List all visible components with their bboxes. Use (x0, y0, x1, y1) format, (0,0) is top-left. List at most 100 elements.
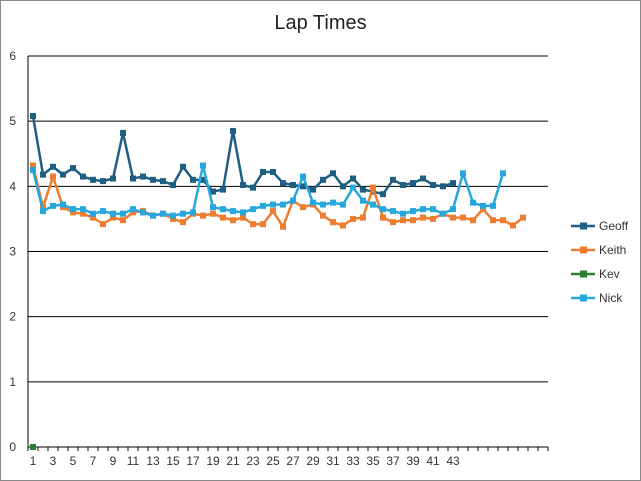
x-tick-label: 15 (166, 454, 180, 468)
data-point (90, 210, 96, 217)
data-point (520, 214, 526, 221)
data-point (400, 210, 406, 217)
data-point (360, 197, 366, 204)
legend-label: Nick (599, 291, 623, 305)
data-point (40, 208, 46, 215)
data-point (500, 170, 506, 177)
data-point (320, 212, 326, 219)
data-point (370, 184, 376, 191)
data-point (120, 210, 126, 217)
data-point (360, 186, 366, 193)
y-tick-label: 2 (9, 310, 16, 324)
data-point (260, 202, 266, 209)
data-point (260, 168, 266, 175)
data-point (170, 215, 176, 222)
legend-swatch-marker (580, 222, 587, 230)
data-point (330, 170, 336, 177)
data-point (400, 182, 406, 189)
data-point (50, 202, 56, 209)
x-tick-label: 35 (366, 454, 380, 468)
data-point (290, 182, 296, 189)
data-point (30, 167, 36, 174)
series-line (31, 165, 524, 228)
data-point (370, 201, 376, 208)
legend-item: Keith (571, 243, 626, 257)
x-tick-label: 17 (186, 454, 200, 468)
data-point (430, 206, 436, 213)
y-tick-label: 4 (9, 179, 16, 193)
x-tick-label: 33 (346, 454, 360, 468)
legend-item: Geoff (571, 219, 629, 233)
data-point (280, 180, 286, 187)
data-point (390, 208, 396, 215)
data-point (330, 219, 336, 226)
data-point (160, 178, 166, 185)
data-point (170, 212, 176, 219)
data-point (340, 201, 346, 208)
x-tick-label: 11 (127, 454, 140, 468)
data-point (350, 175, 356, 182)
y-tick-label: 6 (9, 49, 16, 63)
data-point (240, 214, 246, 221)
data-point (490, 202, 496, 209)
data-point (200, 176, 206, 183)
data-point (390, 219, 396, 226)
legend-swatch-marker (580, 246, 587, 254)
x-tick-label: 37 (386, 454, 400, 468)
data-point (440, 210, 446, 217)
data-point (430, 182, 436, 189)
data-point (470, 199, 476, 206)
data-point (270, 168, 276, 175)
data-point (460, 170, 466, 177)
data-point (130, 209, 136, 216)
data-point (90, 176, 96, 183)
data-point (430, 215, 436, 222)
data-point (30, 444, 36, 450)
data-point (80, 206, 86, 213)
data-point (160, 210, 166, 217)
x-tick-label: 27 (286, 454, 300, 468)
data-point (200, 212, 206, 219)
data-point (90, 214, 96, 221)
series-layer (30, 112, 526, 450)
series-kev (30, 444, 36, 450)
x-tick-label: 31 (326, 454, 340, 468)
data-point (380, 214, 386, 221)
x-axis-tick-labels: 1 3 5 7 9 11 13 15 17 19 21 23 25 27 29 31 33 35 37 39 41 43 (30, 454, 460, 468)
y-tick-label: 3 (9, 245, 16, 259)
series-nick (30, 162, 506, 219)
data-point (210, 210, 216, 217)
data-point (180, 219, 186, 226)
legend-swatch-marker (580, 294, 587, 302)
data-point (290, 197, 296, 204)
data-point (310, 199, 316, 206)
data-point (50, 173, 56, 180)
axes (27, 56, 549, 451)
data-point (340, 222, 346, 229)
data-point (200, 162, 206, 169)
legend-label: Kev (599, 267, 620, 281)
x-tick-label: 41 (426, 454, 440, 468)
data-point (220, 206, 226, 213)
data-point (60, 171, 66, 178)
data-point (380, 191, 386, 198)
data-point (510, 222, 516, 229)
data-point (250, 184, 256, 191)
y-tick-label: 5 (9, 114, 16, 128)
data-point (130, 175, 136, 182)
data-point (420, 206, 426, 213)
data-point (140, 209, 146, 216)
data-point (410, 180, 416, 187)
data-point (490, 217, 496, 224)
data-point (400, 217, 406, 224)
data-point (30, 112, 36, 119)
x-tick-label: 3 (50, 454, 57, 468)
data-point (240, 182, 246, 189)
x-tick-label: 7 (90, 454, 97, 468)
series-geoff (30, 112, 456, 198)
data-point (110, 214, 116, 221)
x-tick-label: 13 (146, 454, 160, 468)
data-point (220, 214, 226, 221)
data-point (190, 176, 196, 183)
